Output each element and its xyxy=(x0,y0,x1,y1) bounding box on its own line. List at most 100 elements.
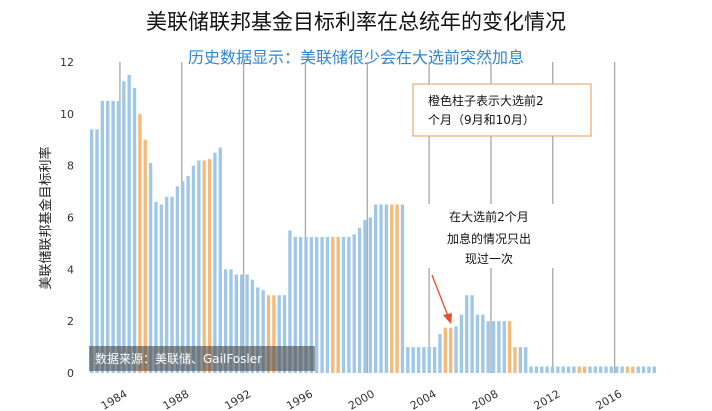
bar xyxy=(379,204,383,373)
y-tick-label: 6 xyxy=(67,212,74,225)
bar xyxy=(191,165,196,373)
bar xyxy=(122,81,126,373)
bar xyxy=(100,100,105,374)
bar xyxy=(475,314,480,373)
bar xyxy=(106,100,110,374)
bar xyxy=(529,366,533,373)
bar xyxy=(561,366,565,373)
bar xyxy=(502,321,506,373)
bar xyxy=(223,269,228,373)
bar xyxy=(556,366,560,373)
source-note: 数据来源：美联储、GailFosler xyxy=(89,346,315,371)
bar xyxy=(368,217,372,373)
bar xyxy=(524,347,528,373)
bar xyxy=(534,366,539,373)
bar xyxy=(186,176,190,373)
bar-election-month xyxy=(266,295,271,373)
bar xyxy=(550,366,555,373)
x-tick-label: 1992 xyxy=(222,387,253,411)
bar xyxy=(465,295,469,373)
bar xyxy=(400,204,405,373)
bar xyxy=(111,100,115,374)
bar xyxy=(304,236,308,373)
bar xyxy=(572,366,576,373)
bar xyxy=(615,366,619,373)
bar xyxy=(175,186,180,373)
bar-election-month xyxy=(631,366,635,373)
y-tick-label: 4 xyxy=(67,263,74,276)
annotation-arrow xyxy=(431,274,449,317)
bar xyxy=(363,220,367,373)
bar xyxy=(593,366,598,373)
bar-election-month xyxy=(443,327,447,373)
x-tick-label: 2016 xyxy=(593,387,624,411)
bar xyxy=(459,314,464,373)
hike-annotation: 在大选前2个月 加息的情况只出 现过一次 xyxy=(418,204,560,268)
bar xyxy=(315,236,319,373)
bar-election-month xyxy=(331,236,335,373)
bar-election-month xyxy=(577,366,581,373)
bar xyxy=(282,295,287,373)
bar xyxy=(357,227,362,373)
x-tick-label: 2008 xyxy=(470,387,501,411)
bar xyxy=(197,160,201,373)
annotation-hike-line2: 加息的情况只出 xyxy=(447,231,531,246)
bar xyxy=(309,236,314,373)
y-tick-label: 0 xyxy=(67,367,74,380)
bar-election-month xyxy=(625,366,630,373)
y-tick-label: 12 xyxy=(60,56,74,69)
bar xyxy=(636,366,640,373)
bar xyxy=(250,279,255,373)
bar xyxy=(213,152,217,373)
bar xyxy=(566,366,571,373)
bar xyxy=(486,321,490,373)
bar xyxy=(245,274,249,373)
bar xyxy=(229,269,233,373)
x-tick-label: 2012 xyxy=(532,387,563,411)
bar xyxy=(90,129,94,373)
bar xyxy=(588,366,592,373)
bar xyxy=(620,366,624,373)
legend-annotation: 橙色柱子表示大选前2 个月（9月和10月） xyxy=(412,83,592,137)
bar xyxy=(438,334,442,374)
bar-election-month xyxy=(395,204,399,373)
bar xyxy=(454,326,458,373)
bar xyxy=(347,236,351,373)
bar-election-month xyxy=(207,159,212,373)
annotation-hike-line3: 现过一次 xyxy=(465,252,513,266)
bar xyxy=(481,314,485,373)
bar xyxy=(170,196,174,373)
bar xyxy=(374,204,378,373)
bar-election-month xyxy=(390,204,394,373)
bar xyxy=(181,181,185,373)
bar xyxy=(132,87,137,374)
bar xyxy=(352,234,356,373)
bar xyxy=(406,347,410,373)
bar xyxy=(165,196,169,373)
bar xyxy=(325,236,330,373)
bar xyxy=(432,347,437,373)
bar xyxy=(641,366,646,373)
bar xyxy=(411,347,415,373)
bar xyxy=(384,204,389,373)
bar xyxy=(256,287,260,373)
bar-election-month xyxy=(513,347,517,373)
bar-election-month xyxy=(202,160,206,373)
bar xyxy=(518,347,522,373)
bar xyxy=(604,366,608,373)
source-text: 数据来源：美联储、GailFosler xyxy=(95,351,262,366)
annotation-hike-line1: 在大选前2个月 xyxy=(449,209,529,224)
bar xyxy=(116,100,121,374)
bar xyxy=(416,347,421,373)
bar xyxy=(95,129,99,373)
bar xyxy=(491,321,496,373)
bar xyxy=(652,366,656,373)
bar xyxy=(470,295,474,373)
bar xyxy=(609,366,614,373)
bar xyxy=(422,347,426,373)
bar xyxy=(427,347,431,373)
y-axis-label: 美联储联邦基金目标利率 xyxy=(38,146,54,289)
bar xyxy=(298,236,303,373)
bar xyxy=(540,366,544,373)
